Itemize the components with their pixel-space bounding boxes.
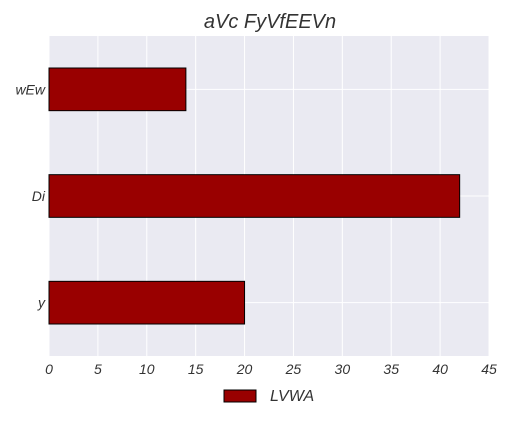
chart-title: aVc FyVfEEVn [204,11,336,33]
bars [48,67,461,325]
x-tick-label: 35 [383,361,399,377]
bar-y [48,280,246,325]
bar-wEw [48,67,187,112]
x-tick-labels: 0 5 10 15 20 25 30 35 40 45 [45,361,497,377]
x-tick-label: 45 [481,361,497,377]
x-tick-label: 25 [285,361,302,377]
x-tick-label: 30 [335,361,351,377]
y-tick-label: Di [32,188,46,204]
y-tick-label: wEw [15,81,45,97]
x-tick-label: 15 [188,361,204,377]
y-tick-label: y [37,295,46,311]
legend-label: LVWA [270,388,314,405]
legend-swatch [223,389,257,403]
x-tick-label: 40 [432,361,448,377]
x-tick-label: 5 [94,361,102,377]
x-tick-label: 20 [236,361,253,377]
bar-Di [48,174,461,218]
legend: LVWA [223,388,314,405]
y-tick-labels: y Di wEw [15,81,46,310]
x-tick-label: 0 [45,361,53,377]
x-tick-label: 10 [139,361,155,377]
